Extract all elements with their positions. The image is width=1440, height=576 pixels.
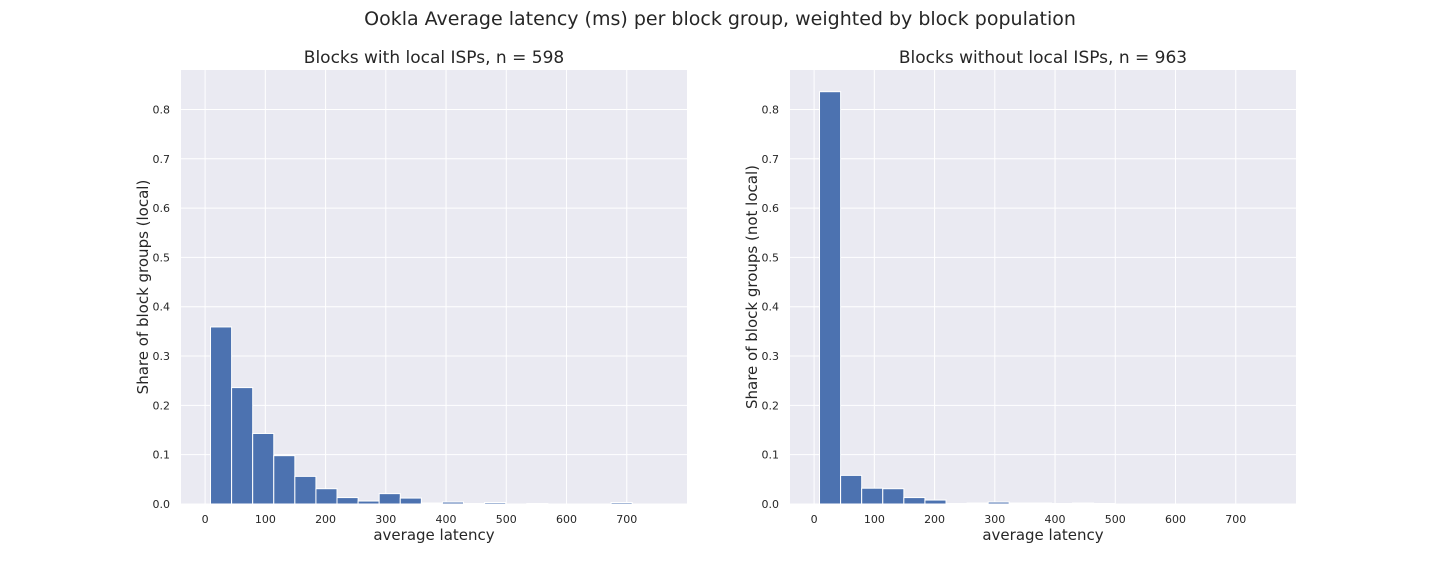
y-tick-label: 0.8 — [762, 103, 780, 116]
histogram-bar — [882, 488, 905, 505]
histogram-bar — [336, 497, 359, 505]
y-tick-label: 0.8 — [153, 103, 171, 116]
chart-panel-right: 0 100 200 300 400 500 600 700 0.0 0.1 0.2 0.3 0.4 0.5… — [743, 48, 1296, 544]
y-tick-label: 0.7 — [762, 153, 780, 166]
histogram-bar — [966, 502, 989, 505]
histogram-bar — [399, 497, 422, 505]
x-tick-label: 400 — [436, 513, 457, 526]
x-tick-label: 0 — [811, 513, 818, 526]
y-tick-label: 0.0 — [153, 498, 171, 511]
x-tick-label: 200 — [315, 513, 336, 526]
histogram-bar — [861, 487, 884, 505]
histogram-bar — [1008, 502, 1031, 505]
histogram-bar — [231, 387, 254, 505]
y-tick-label: 0.4 — [762, 301, 780, 314]
histogram-bar — [840, 474, 863, 505]
histogram-bar — [610, 502, 633, 505]
x-tick-label: 500 — [496, 513, 517, 526]
x-axis-label: average latency — [982, 526, 1103, 544]
histogram-bar — [987, 501, 1010, 505]
y-tick-label: 0.1 — [153, 449, 171, 462]
histogram-bar — [903, 497, 926, 505]
panel-title: Blocks with local ISPs, n = 598 — [304, 48, 564, 68]
y-tick-label: 0.5 — [153, 251, 171, 264]
x-tick-label: 300 — [375, 513, 396, 526]
y-axis-label: Share of block groups (local) — [134, 180, 152, 395]
y-tick-label: 0.3 — [762, 350, 780, 363]
histogram-bar — [357, 500, 380, 505]
histogram-bar — [1029, 502, 1052, 505]
x-tick-label: 200 — [924, 513, 945, 526]
chart-panel-left: 0 100 200 300 400 500 600 700 0.0 0.1 0.2 0.3 0.4 0.5… — [134, 48, 687, 544]
histogram-bar — [1072, 502, 1095, 505]
histogram-bar — [420, 502, 443, 505]
y-tick-label: 0.7 — [153, 153, 171, 166]
y-tick-label: 0.5 — [762, 251, 780, 264]
histogram-bar — [273, 455, 296, 505]
histogram-bar — [924, 499, 947, 505]
histogram-bar — [315, 488, 338, 505]
histogram-bar — [378, 493, 401, 505]
y-tick-label: 0.6 — [762, 202, 780, 215]
x-tick-label: 700 — [1225, 513, 1246, 526]
y-tick-label: 0.0 — [762, 498, 780, 511]
histogram-bar — [484, 502, 507, 505]
x-tick-label: 600 — [1165, 513, 1186, 526]
histogram-bar — [252, 432, 275, 505]
y-tick-label: 0.3 — [153, 350, 171, 363]
y-tick-label: 0.6 — [153, 202, 171, 215]
y-axis-label: Share of block groups (not local) — [743, 165, 761, 409]
x-tick-label: 0 — [202, 513, 209, 526]
y-tick-label: 0.2 — [762, 399, 780, 412]
x-tick-label: 300 — [984, 513, 1005, 526]
x-axis-label: average latency — [373, 526, 494, 544]
x-tick-label: 500 — [1105, 513, 1126, 526]
histogram-bar — [294, 475, 317, 505]
figure-title: Ookla Average latency (ms) per block gro… — [364, 8, 1076, 30]
histogram-bar — [210, 326, 233, 505]
plot-area — [790, 70, 1296, 504]
histogram-bar — [819, 91, 842, 505]
x-tick-label: 700 — [616, 513, 637, 526]
y-tick-label: 0.2 — [153, 399, 171, 412]
x-tick-label: 400 — [1045, 513, 1066, 526]
x-tick-label: 100 — [255, 513, 276, 526]
y-tick-label: 0.1 — [762, 449, 780, 462]
histogram-bar — [441, 501, 465, 505]
panel-title: Blocks without local ISPs, n = 963 — [899, 48, 1187, 68]
x-tick-label: 100 — [864, 513, 885, 526]
y-tick-label: 0.4 — [153, 301, 171, 314]
x-tick-label: 600 — [556, 513, 577, 526]
